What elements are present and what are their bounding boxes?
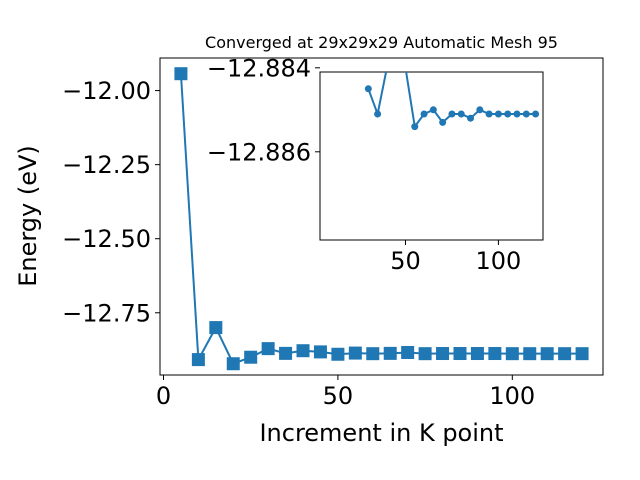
main-data-point bbox=[244, 350, 258, 364]
inset-data-point bbox=[513, 110, 521, 118]
inset-data-point bbox=[504, 110, 512, 118]
main-data-point bbox=[383, 346, 397, 360]
main-xtick-label: 100 bbox=[489, 382, 535, 410]
inset-xtick-label: 50 bbox=[390, 247, 421, 275]
main-xtick-label: 0 bbox=[156, 382, 171, 410]
main-data-point bbox=[540, 347, 554, 361]
main-ytick-label: −12.50 bbox=[62, 225, 151, 253]
inset-x-ticks: 50 100 bbox=[390, 240, 521, 275]
y-axis-label: Energy (eV) bbox=[14, 145, 42, 287]
main-data-point bbox=[558, 347, 572, 361]
main-data-point bbox=[261, 342, 275, 356]
inset-xtick-label: 100 bbox=[475, 247, 521, 275]
inset-data-point bbox=[439, 118, 447, 126]
main-data-point bbox=[575, 347, 589, 361]
main-data-point bbox=[453, 347, 467, 361]
inset-data-point bbox=[364, 85, 372, 93]
main-xtick-label: 50 bbox=[323, 382, 354, 410]
chart-title: Converged at 29x29x29 Automatic Mesh 95 bbox=[205, 33, 558, 52]
inset-data-point bbox=[411, 123, 419, 131]
main-data-point bbox=[226, 357, 240, 371]
main-data-point bbox=[348, 346, 362, 360]
main-data-point bbox=[296, 344, 310, 358]
inset-data-point bbox=[467, 114, 475, 122]
main-series bbox=[174, 67, 589, 371]
main-data-point bbox=[209, 321, 223, 335]
main-x-ticks: 0 50 100 bbox=[156, 375, 535, 410]
inset-data-point bbox=[476, 106, 484, 114]
inset-y-ticks: −12.886 −12.884 bbox=[207, 54, 320, 166]
inset-data-point bbox=[420, 110, 428, 118]
main-data-point bbox=[331, 347, 345, 361]
inset-data-point bbox=[429, 106, 437, 114]
main-ytick-label: −12.25 bbox=[62, 151, 151, 179]
inset-data-point bbox=[448, 110, 456, 118]
inset-data-point bbox=[374, 110, 382, 118]
main-data-point bbox=[523, 347, 537, 361]
main-data-point bbox=[505, 347, 519, 361]
main-y-ticks: −12.00 −12.25 −12.50 −12.75 bbox=[62, 77, 160, 327]
main-ytick-label: −12.00 bbox=[62, 77, 151, 105]
main-ytick-label: −12.75 bbox=[62, 299, 151, 327]
main-data-point bbox=[174, 67, 188, 81]
main-data-point bbox=[366, 347, 380, 361]
main-data-point bbox=[313, 345, 327, 359]
x-axis-label: Increment in K point bbox=[259, 419, 503, 447]
inset-series bbox=[364, 72, 540, 131]
main-data-point bbox=[401, 345, 415, 359]
inset-data-point bbox=[494, 110, 502, 118]
inset-plot-frame bbox=[319, 71, 544, 241]
inset-data-point bbox=[485, 110, 493, 118]
main-data-point bbox=[279, 346, 293, 360]
inset-data-point bbox=[522, 110, 530, 118]
inset-data-point bbox=[457, 110, 465, 118]
main-data-point bbox=[436, 347, 450, 361]
main-data-point bbox=[470, 347, 484, 361]
inset-data-point bbox=[532, 110, 540, 118]
inset-ytick-label: −12.884 bbox=[207, 54, 311, 82]
inset-ytick-label: −12.886 bbox=[207, 138, 311, 166]
main-data-point bbox=[418, 347, 432, 361]
main-data-point bbox=[191, 353, 205, 367]
main-data-point bbox=[488, 347, 502, 361]
